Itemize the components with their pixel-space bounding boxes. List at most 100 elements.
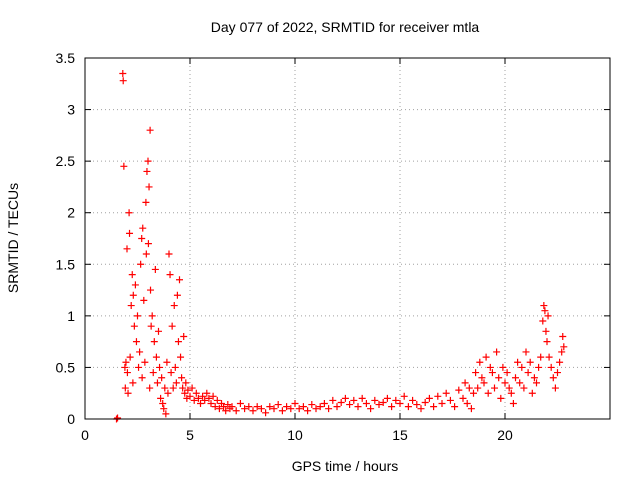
y-tick-label: 3 bbox=[67, 102, 75, 118]
data-point bbox=[138, 374, 146, 382]
data-point bbox=[383, 394, 391, 402]
data-point bbox=[138, 235, 146, 242]
data-point bbox=[188, 384, 196, 392]
data-point bbox=[119, 69, 127, 77]
data-point bbox=[518, 363, 526, 371]
y-tick-label: 3.5 bbox=[56, 50, 76, 66]
data-point bbox=[142, 250, 150, 258]
data-point bbox=[139, 224, 147, 232]
data-point bbox=[467, 405, 475, 413]
data-point bbox=[480, 379, 488, 387]
data-point bbox=[549, 374, 557, 382]
axis-ticks: 0 5 10 15 20 0 0.5 1 1.5 2 2.5 3 3.5 bbox=[56, 50, 610, 443]
data-point bbox=[129, 291, 137, 299]
data-point bbox=[190, 396, 198, 404]
data-point bbox=[329, 396, 337, 404]
data-point bbox=[149, 369, 157, 377]
data-point bbox=[123, 369, 131, 377]
data-point bbox=[128, 271, 136, 279]
data-point bbox=[224, 401, 232, 409]
data-point bbox=[152, 353, 160, 361]
data-point bbox=[147, 286, 155, 294]
data-point bbox=[215, 405, 223, 413]
data-point bbox=[146, 126, 154, 134]
data-point bbox=[141, 358, 149, 366]
data-point bbox=[505, 384, 513, 392]
data-point bbox=[530, 374, 538, 382]
data-point bbox=[143, 167, 151, 175]
data-point bbox=[158, 374, 166, 382]
data-point bbox=[161, 384, 169, 392]
data-point bbox=[119, 77, 127, 85]
data-point bbox=[451, 403, 459, 411]
data-point bbox=[173, 291, 181, 299]
data-point bbox=[201, 396, 209, 404]
data-point bbox=[524, 369, 532, 377]
data-point bbox=[495, 374, 503, 382]
data-point bbox=[124, 389, 132, 397]
y-axis-label: SRMTID / TECUs bbox=[5, 183, 21, 293]
data-point bbox=[181, 389, 189, 397]
data-point bbox=[283, 403, 291, 411]
x-tick-label: 0 bbox=[81, 427, 89, 443]
data-point bbox=[507, 389, 515, 397]
data-point bbox=[446, 396, 454, 404]
data-point bbox=[350, 396, 358, 404]
data-point bbox=[535, 363, 543, 371]
data-point bbox=[367, 405, 375, 413]
data-point bbox=[442, 389, 450, 397]
data-point bbox=[430, 403, 438, 411]
data-point bbox=[122, 358, 130, 366]
data-point bbox=[164, 389, 172, 397]
data-point bbox=[178, 374, 186, 382]
data-point bbox=[560, 343, 568, 351]
data-point bbox=[151, 265, 159, 273]
x-axis-label: GPS time / hours bbox=[292, 458, 399, 474]
data-point bbox=[207, 400, 215, 408]
data-point bbox=[257, 405, 265, 413]
grid-lines bbox=[85, 58, 610, 419]
data-point bbox=[165, 250, 173, 258]
data-point bbox=[160, 405, 168, 413]
data-point bbox=[228, 403, 236, 411]
data-point bbox=[295, 405, 303, 413]
data-point bbox=[213, 396, 221, 404]
data-point bbox=[171, 363, 179, 371]
data-point bbox=[316, 403, 324, 411]
data-point bbox=[400, 392, 408, 400]
data-point bbox=[142, 198, 150, 206]
data-point bbox=[253, 403, 261, 411]
y-tick-label: 2 bbox=[67, 205, 75, 221]
data-point bbox=[209, 392, 217, 400]
data-point bbox=[131, 281, 139, 289]
data-point bbox=[129, 379, 137, 387]
data-point bbox=[232, 407, 240, 415]
data-point bbox=[132, 338, 140, 346]
data-point bbox=[203, 389, 211, 397]
data-point bbox=[491, 384, 498, 392]
data-point bbox=[182, 379, 190, 387]
data-points bbox=[113, 69, 568, 423]
data-point bbox=[559, 332, 567, 340]
data-point bbox=[541, 307, 549, 315]
data-point bbox=[123, 245, 131, 253]
data-point bbox=[551, 384, 559, 392]
data-point bbox=[270, 405, 278, 413]
data-point bbox=[539, 317, 547, 325]
data-point bbox=[308, 401, 316, 409]
data-point bbox=[501, 379, 509, 387]
data-point bbox=[434, 392, 442, 400]
data-point bbox=[222, 407, 230, 415]
data-point bbox=[312, 405, 320, 413]
data-point bbox=[114, 414, 122, 422]
data-point bbox=[362, 400, 370, 408]
data-point bbox=[371, 396, 379, 404]
data-point bbox=[512, 374, 519, 382]
data-point bbox=[472, 369, 480, 377]
data-point bbox=[245, 403, 253, 411]
x-tick-label: 20 bbox=[497, 427, 513, 443]
data-point bbox=[167, 369, 175, 377]
data-point bbox=[465, 384, 473, 392]
data-point bbox=[320, 400, 328, 408]
data-point bbox=[459, 394, 467, 402]
